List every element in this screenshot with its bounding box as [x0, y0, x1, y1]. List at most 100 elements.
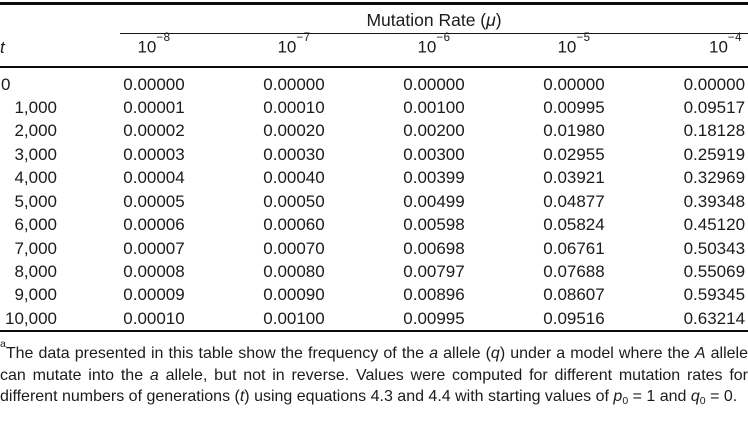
- cell-generation: 8,000: [14, 261, 57, 281]
- cell-generation: 2,000: [14, 121, 57, 141]
- cell-generation: 0: [1, 74, 11, 94]
- cell-value: 0.00995: [403, 308, 465, 328]
- column-header-rate: 10−5: [504, 32, 644, 68]
- cell-value: 0.00499: [403, 191, 465, 211]
- footnote-segment: a: [149, 366, 159, 384]
- cell-value: 0.09516: [543, 308, 605, 328]
- cell-value: 0.00002: [123, 121, 185, 141]
- cell-value: 0.00010: [263, 98, 325, 118]
- cell-value: 0.00060: [263, 215, 325, 235]
- cell-value: 0.05824: [543, 215, 605, 235]
- table-row: 6,000 0.00006 0.00060 0.00598 0.05824 0.45120: [0, 213, 748, 236]
- cell-value: 0.00399: [403, 168, 465, 188]
- cell-value: 0.00040: [263, 168, 325, 188]
- rate-exponent: −4: [727, 32, 743, 44]
- cell-value: 0.00000: [403, 74, 465, 94]
- cell-value: 0.01980: [543, 121, 605, 141]
- cell-value: 0.00000: [683, 74, 746, 94]
- cell-value: 0.25919: [683, 144, 746, 164]
- footnote-segment: = 1 and: [628, 388, 691, 406]
- spanner-cell: Mutation Rate (μ): [84, 4, 748, 34]
- cell-value: 0.00007: [123, 238, 185, 258]
- cell-value: 0.00050: [263, 191, 325, 211]
- cell-value: 0.00797: [403, 261, 465, 281]
- footnote-segment: q: [690, 388, 700, 406]
- cell-value: 0.00200: [403, 121, 465, 141]
- cell-value: 0.07688: [543, 261, 605, 281]
- cell-value: 0.03921: [543, 168, 605, 188]
- cell-generation: 3,000: [14, 144, 57, 164]
- table-row: 2,000 0.00002 0.00020 0.00200 0.01980 0.18128: [0, 119, 748, 142]
- cell-value: 0.00001: [123, 98, 185, 118]
- cell-value: 0.02955: [543, 144, 605, 164]
- cell-value: 0.00003: [123, 144, 185, 164]
- column-header-t: t: [0, 34, 84, 68]
- spanner-spacer: [0, 4, 84, 35]
- column-header-row: t 10−8 10−7 10−6 10−5 10−4: [0, 32, 748, 68]
- cell-value: 0.63214: [683, 308, 746, 328]
- footnote-segment: A: [694, 345, 706, 363]
- table-body: 0 0.00000 0.00000 0.00000 0.00000 0.00000 1,00…: [0, 67, 748, 331]
- cell-value: 0.39348: [683, 191, 746, 211]
- footnote-segment: ) using equations 4.3 and 4.4 with start…: [244, 388, 614, 406]
- rate-exponent: −5: [576, 32, 591, 44]
- cell-generation: 6,000: [14, 215, 57, 235]
- table-row: 10,000 0.00010 0.00100 0.00995 0.09516 0.6321…: [0, 307, 748, 331]
- column-header-rate: 10−6: [364, 32, 504, 68]
- cell-value: 0.00080: [263, 261, 325, 281]
- rate-exponent: −8: [156, 32, 171, 44]
- mu-symbol: μ: [486, 10, 496, 30]
- footnote-segment: a: [429, 345, 439, 363]
- cell-value: 0.00896: [403, 285, 465, 305]
- rate-base: 10: [137, 37, 157, 57]
- cell-value: 0.00995: [543, 98, 605, 118]
- table-row: 8,000 0.00008 0.00080 0.00797 0.07688 0.55069: [0, 260, 748, 283]
- rate-base: 10: [709, 37, 728, 57]
- footnote-segment: The data presented in this table show th…: [5, 345, 430, 363]
- table-row: 1,000 0.00001 0.00010 0.00100 0.00995 0.09517: [0, 96, 748, 119]
- cell-generation: 1,000: [14, 98, 57, 118]
- cell-generation: 10,000: [5, 308, 57, 328]
- cell-value: 0.00000: [543, 74, 605, 94]
- mutation-rate-table: Mutation Rate (μ) t 10−8 10−7 10−6 10−5 10−4…: [0, 2, 748, 333]
- spanner-row: Mutation Rate (μ): [0, 4, 748, 35]
- cell-value: 0.00006: [123, 215, 185, 235]
- cell-value: 0.00000: [123, 74, 185, 94]
- cell-value: 0.00598: [403, 215, 465, 235]
- cell-value: 0.59345: [683, 285, 746, 305]
- footnote-segment: allele can mutate into the: [0, 345, 748, 384]
- footnote-segment: allele (: [438, 345, 491, 363]
- footnote-segment: = 0.: [705, 388, 738, 406]
- column-header-rate: 10−8: [84, 32, 224, 68]
- column-header-rate: 10−7: [224, 32, 364, 68]
- cell-value: 0.00009: [123, 285, 185, 305]
- footnote-text: The data presented in this table show th…: [0, 345, 748, 407]
- cell-value: 0.00020: [263, 121, 325, 141]
- cell-value: 0.00698: [403, 238, 465, 258]
- table-row: 9,000 0.00009 0.00090 0.00896 0.08607 0.59345: [0, 283, 748, 306]
- rate-base: 10: [557, 37, 577, 57]
- cell-generation: 5,000: [14, 191, 57, 211]
- table-row: 3,000 0.00003 0.00030 0.00300 0.02955 0.25919: [0, 143, 748, 166]
- cell-value: 0.00000: [263, 74, 325, 94]
- cell-value: 0.00090: [263, 285, 325, 305]
- table-row: 7,000 0.00007 0.00070 0.00698 0.06761 0.50343: [0, 237, 748, 260]
- table-row: 5,000 0.00005 0.00050 0.00499 0.04877 0.39348: [0, 190, 748, 213]
- table-row: 4,000 0.00004 0.00040 0.00399 0.03921 0.32969: [0, 166, 748, 189]
- cell-value: 0.00070: [263, 238, 325, 258]
- rate-exponent: −6: [436, 32, 451, 44]
- cell-value: 0.00100: [263, 308, 325, 328]
- footnote: aThe data presented in this table show t…: [0, 338, 748, 410]
- spanner-label: Mutation Rate (μ): [120, 5, 748, 34]
- cell-value: 0.09517: [683, 98, 746, 118]
- cell-value: 0.32969: [683, 168, 746, 188]
- footnote-segment: p: [613, 388, 623, 406]
- cell-generation: 7,000: [14, 238, 57, 258]
- cell-value: 0.50343: [683, 238, 746, 258]
- cell-value: 0.00004: [123, 168, 185, 188]
- rate-base: 10: [277, 37, 297, 57]
- cell-value: 0.00010: [123, 308, 185, 328]
- cell-value: 0.00100: [403, 98, 465, 118]
- cell-value: 0.45120: [683, 215, 746, 235]
